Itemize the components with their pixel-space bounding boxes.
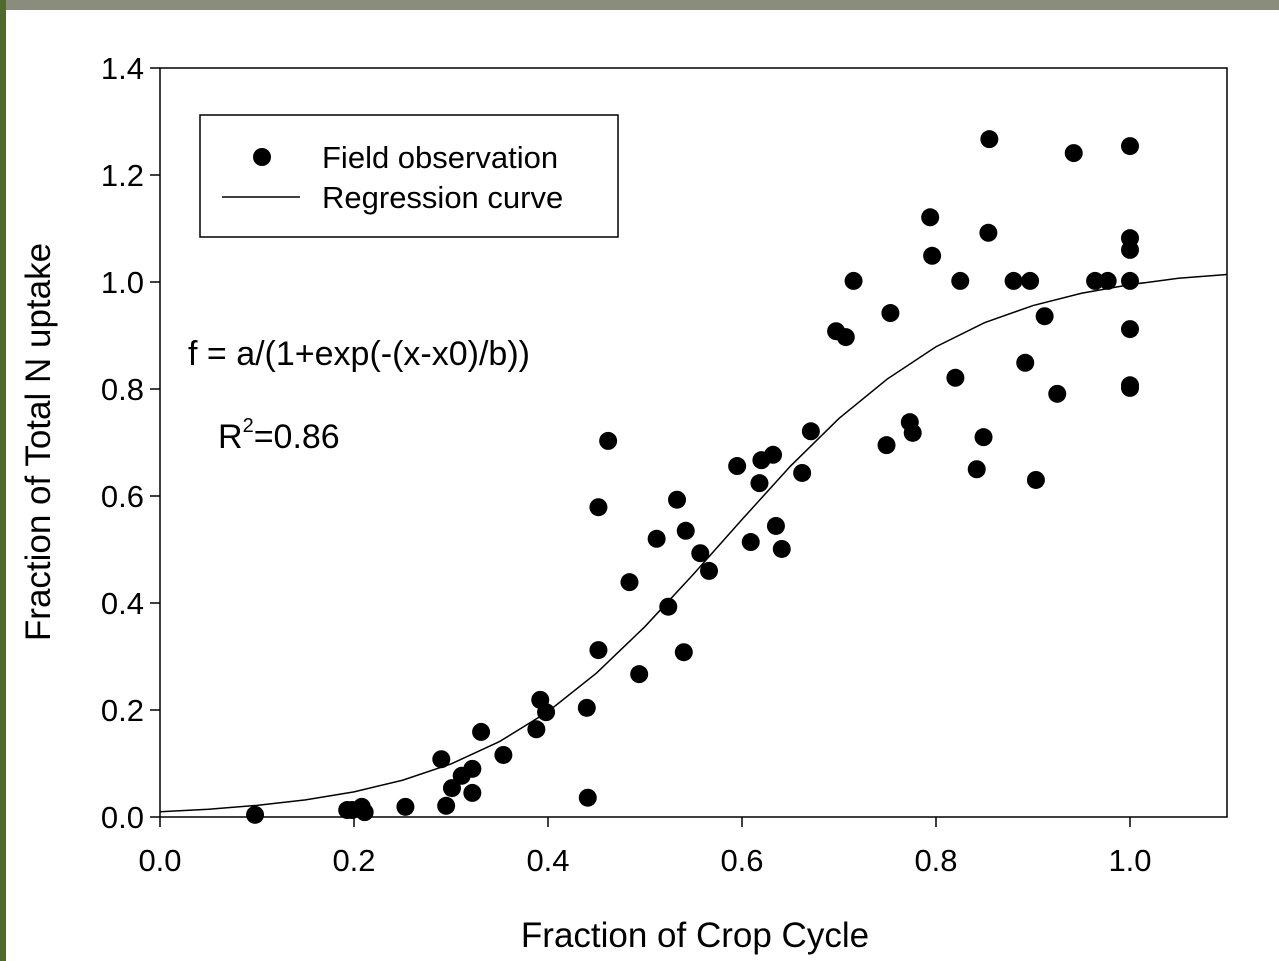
data-point xyxy=(975,428,993,446)
data-point xyxy=(951,272,969,290)
data-point xyxy=(767,517,785,535)
photo-border-top xyxy=(0,0,1279,10)
data-point xyxy=(773,540,791,558)
y-tick-label: 1.4 xyxy=(101,51,144,86)
data-point xyxy=(1121,379,1139,397)
x-tick-label: 0.8 xyxy=(914,843,957,878)
photo-border-left xyxy=(0,0,6,961)
data-point xyxy=(578,699,596,717)
data-point xyxy=(802,422,820,440)
data-point xyxy=(356,803,374,821)
data-point xyxy=(979,224,997,242)
data-point xyxy=(793,464,811,482)
x-tick-label: 0.0 xyxy=(138,843,181,878)
data-point xyxy=(921,208,939,226)
legend-box xyxy=(200,115,618,237)
page: Fraction of Crop Cycle Fraction of Total… xyxy=(0,0,1279,961)
data-point xyxy=(878,436,896,454)
data-point xyxy=(648,530,666,548)
data-point xyxy=(1121,320,1139,338)
data-point xyxy=(764,446,782,464)
legend-marker xyxy=(253,148,271,166)
y-tick-label: 1.2 xyxy=(101,158,144,193)
data-point xyxy=(845,272,863,290)
data-point xyxy=(1027,471,1045,489)
data-point xyxy=(1005,272,1023,290)
legend-label: Field observation xyxy=(322,140,558,175)
x-tick-label: 0.6 xyxy=(720,843,763,878)
data-point xyxy=(1121,241,1139,259)
data-point xyxy=(881,304,899,322)
data-point xyxy=(494,746,512,764)
data-point xyxy=(677,522,695,540)
data-point xyxy=(472,723,490,741)
data-point xyxy=(437,797,455,815)
data-point xyxy=(630,665,648,683)
r-squared: R2=0.86 xyxy=(218,415,340,456)
y-tick-label: 0.0 xyxy=(101,800,144,835)
y-tick-label: 0.8 xyxy=(101,372,144,407)
data-point xyxy=(396,798,414,816)
data-point xyxy=(599,432,617,450)
data-point xyxy=(579,789,597,807)
data-point xyxy=(1036,307,1054,325)
data-point xyxy=(620,573,638,591)
data-point xyxy=(589,498,607,516)
legend-label: Regression curve xyxy=(322,180,563,215)
data-point xyxy=(742,533,760,551)
data-point xyxy=(463,760,481,778)
chart-background xyxy=(6,10,1279,961)
data-point xyxy=(904,424,922,442)
chart: Fraction of Crop Cycle Fraction of Total… xyxy=(0,0,1279,961)
r-squared-sup: 2 xyxy=(243,415,254,437)
y-tick-label: 1.0 xyxy=(101,265,144,300)
data-point xyxy=(750,474,768,492)
y-tick-label: 0.6 xyxy=(101,479,144,514)
x-tick-label: 1.0 xyxy=(1108,843,1151,878)
data-point xyxy=(980,130,998,148)
data-point xyxy=(589,641,607,659)
data-point xyxy=(463,784,481,802)
data-point xyxy=(668,491,686,509)
data-point xyxy=(1016,354,1034,372)
y-tick-label: 0.2 xyxy=(101,693,144,728)
data-point xyxy=(837,328,855,346)
y-axis-label: Fraction of Total N uptake xyxy=(19,243,58,641)
x-tick-label: 0.4 xyxy=(526,843,569,878)
data-point xyxy=(1065,144,1083,162)
x-axis-label: Fraction of Crop Cycle xyxy=(521,916,869,955)
y-tick-label: 0.4 xyxy=(101,586,144,621)
data-point xyxy=(675,643,693,661)
data-point xyxy=(1121,272,1139,290)
data-point xyxy=(923,247,941,265)
data-point xyxy=(946,369,964,387)
r-squared-base: R xyxy=(218,418,243,456)
equation: f = a/(1+exp(-(x-x0)/b)) xyxy=(188,335,530,373)
data-point xyxy=(1121,137,1139,155)
data-point xyxy=(1048,385,1066,403)
data-point xyxy=(968,460,986,478)
data-point xyxy=(1021,272,1039,290)
data-point xyxy=(728,457,746,475)
x-tick-label: 0.2 xyxy=(332,843,375,878)
r-squared-value: =0.86 xyxy=(254,418,340,456)
data-point xyxy=(246,806,264,824)
